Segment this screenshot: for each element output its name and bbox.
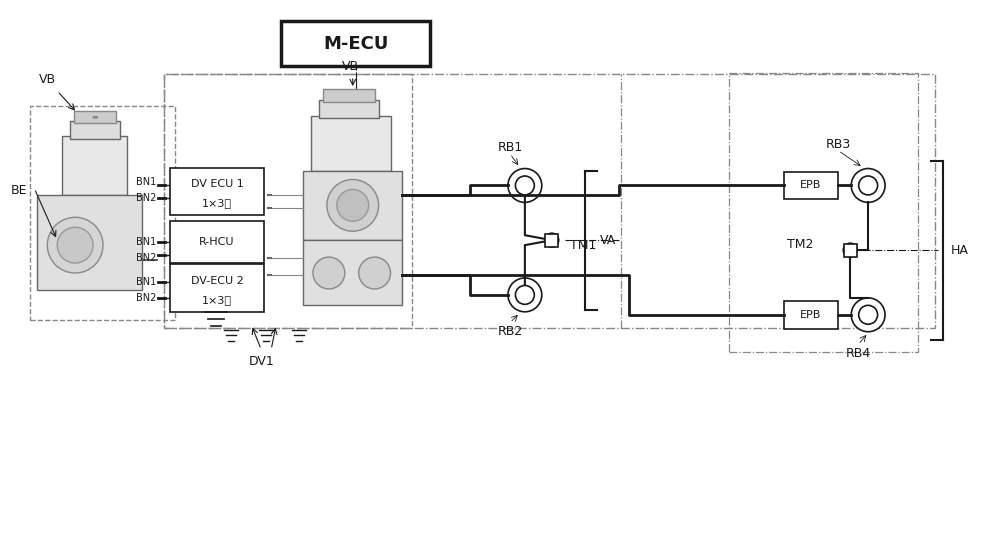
Bar <box>545 234 558 246</box>
Circle shape <box>47 217 103 273</box>
Bar <box>70 121 120 139</box>
Bar <box>844 244 857 257</box>
Text: HA: HA <box>951 244 969 257</box>
Bar <box>281 21 430 66</box>
Text: TM2: TM2 <box>787 238 814 251</box>
Circle shape <box>515 176 534 195</box>
Text: VB: VB <box>39 73 56 86</box>
Text: VA: VA <box>599 234 616 247</box>
Bar <box>170 168 264 215</box>
Text: RB4: RB4 <box>846 346 871 360</box>
Text: BN2: BN2 <box>136 293 157 303</box>
Bar <box>170 264 264 312</box>
Bar <box>74 111 116 123</box>
Text: RB2: RB2 <box>497 324 523 338</box>
Bar <box>303 170 402 240</box>
Text: ▬: ▬ <box>92 114 98 120</box>
Text: TM1: TM1 <box>570 239 596 252</box>
Bar <box>62 136 127 195</box>
Circle shape <box>545 233 559 247</box>
Text: M-ECU: M-ECU <box>323 35 388 53</box>
Circle shape <box>515 285 534 304</box>
Circle shape <box>337 189 369 221</box>
Bar <box>784 172 838 200</box>
Text: DV ECU 1: DV ECU 1 <box>191 179 243 189</box>
Bar <box>37 195 142 290</box>
Circle shape <box>359 257 391 289</box>
Text: BN1: BN1 <box>136 277 157 287</box>
Bar <box>323 89 375 102</box>
Circle shape <box>843 243 857 257</box>
Text: BE: BE <box>11 184 27 197</box>
Bar <box>784 301 838 329</box>
Text: RB3: RB3 <box>826 138 851 151</box>
Text: BN2: BN2 <box>136 253 157 263</box>
Bar <box>303 240 402 305</box>
Text: 1×3相: 1×3相 <box>202 295 232 305</box>
Circle shape <box>851 298 885 332</box>
Bar <box>170 221 264 263</box>
Text: BN1: BN1 <box>136 178 157 188</box>
Bar <box>319 100 379 118</box>
Bar <box>311 116 391 170</box>
Text: RB1: RB1 <box>497 141 523 153</box>
Circle shape <box>859 176 878 195</box>
Circle shape <box>851 168 885 202</box>
Text: BN2: BN2 <box>136 194 157 204</box>
Circle shape <box>313 257 345 289</box>
Circle shape <box>508 168 542 202</box>
Text: EPB: EPB <box>800 310 822 320</box>
Text: EPB: EPB <box>800 180 822 190</box>
Text: VB: VB <box>342 60 359 73</box>
Circle shape <box>859 305 878 324</box>
Circle shape <box>327 179 379 231</box>
Circle shape <box>508 278 542 312</box>
Text: DV-ECU 2: DV-ECU 2 <box>191 276 243 286</box>
Text: BN1: BN1 <box>136 237 157 247</box>
Circle shape <box>57 227 93 263</box>
Text: 1×3相: 1×3相 <box>202 199 232 208</box>
Text: DV1: DV1 <box>248 355 274 367</box>
Text: R-HCU: R-HCU <box>199 237 235 247</box>
